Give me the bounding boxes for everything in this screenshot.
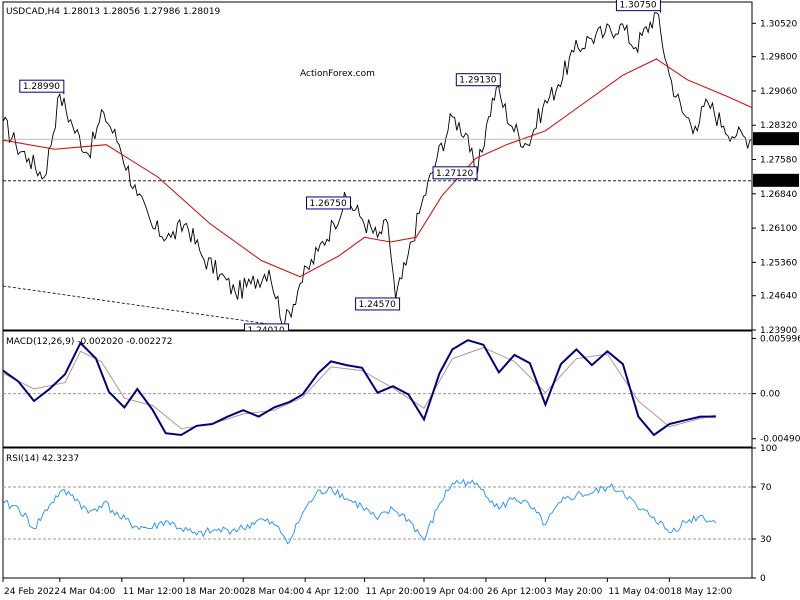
- x-tick-label: 3 May 20:00: [546, 587, 602, 597]
- rsi-line: [2, 478, 717, 545]
- macd-y-tick-label: 0.00: [760, 390, 780, 400]
- swing-label-text: 1.29130: [459, 76, 496, 86]
- swing-label-box: [455, 73, 501, 87]
- support-price-box-label: 1.27120: [757, 177, 794, 187]
- macd-y-tick-label: 0.005996: [760, 334, 800, 344]
- price-panel-title: USDCAD,H4 1.28013 1.28056 1.27986 1.2801…: [6, 7, 221, 17]
- swing-label-text: 1.27120: [436, 169, 473, 179]
- x-tick-label: 11 Mar 12:00: [123, 587, 183, 597]
- macd-y-tick-label: -0.004901: [760, 435, 800, 445]
- price-y-tick-label: 1.29800: [760, 53, 797, 63]
- rsi-y-tick-label: 100: [760, 444, 777, 454]
- x-tick-label: 26 Apr 12:00: [487, 587, 546, 597]
- trendline: [2, 285, 285, 327]
- x-tick-label: 18 May 12:00: [670, 587, 732, 597]
- swing-label-text: 1.30750: [619, 1, 656, 11]
- x-tick-label: 24 Feb 2022: [4, 587, 60, 597]
- support-price-box: [753, 173, 799, 187]
- rsi-y-tick-label: 30: [760, 535, 772, 545]
- swing-label-box: [306, 196, 352, 210]
- price-y-tick-label: 1.24640: [760, 292, 797, 302]
- swing-label-text: 1.26750: [310, 199, 347, 209]
- rsi-panel-title: RSI(14) 42.3237: [6, 454, 79, 464]
- rsi-y-tick-label: 70: [760, 483, 772, 493]
- price-y-tick-label: 1.29060: [760, 87, 797, 97]
- price-y-tick-label: 1.26100: [760, 224, 797, 234]
- price-y-tick-label: 1.26840: [760, 190, 797, 200]
- x-tick-label: 18 Mar 20:00: [185, 587, 245, 597]
- price-y-tick-label: 1.28320: [760, 121, 797, 131]
- macd-panel: [2, 330, 753, 448]
- price-y-tick-label: 1.25360: [760, 258, 797, 268]
- rsi-panel: [2, 447, 753, 579]
- x-tick-label: 4 Mar 04:00: [61, 587, 116, 597]
- swing-label-box: [432, 166, 478, 180]
- swing-label-text: 1.28990: [23, 82, 60, 92]
- x-tick-label: 11 Apr 20:00: [366, 587, 425, 597]
- rsi-y-tick-label: 0: [760, 574, 766, 584]
- swing-label-box: [355, 297, 401, 311]
- x-tick-label: 19 Apr 04:00: [425, 587, 484, 597]
- macd-panel-title: MACD(12,26,9) -0.002020 -0.002272: [6, 337, 172, 347]
- price-y-tick-label: 1.30520: [760, 19, 797, 29]
- swing-label-box: [19, 79, 65, 93]
- swing-label-text: 1.24570: [359, 300, 396, 310]
- price-panel: [2, 1, 753, 331]
- x-tick-label: 11 May 04:00: [608, 587, 670, 597]
- watermark-text: ActionForex.com: [300, 69, 375, 79]
- current-price-box: [753, 132, 799, 146]
- current-price-box-label: 1.28019: [757, 135, 794, 145]
- price-y-tick-label: 1.27580: [760, 156, 797, 166]
- moving-average-line: [2, 58, 753, 278]
- x-tick-label: 28 Mar 04:00: [244, 587, 304, 597]
- swing-label-box: [615, 0, 661, 12]
- macd-main-line: [2, 339, 716, 437]
- price-bars: [2, 12, 753, 326]
- x-tick-label: 4 Apr 12:00: [306, 587, 359, 597]
- price-y-tick-label: 1.23900: [760, 326, 797, 336]
